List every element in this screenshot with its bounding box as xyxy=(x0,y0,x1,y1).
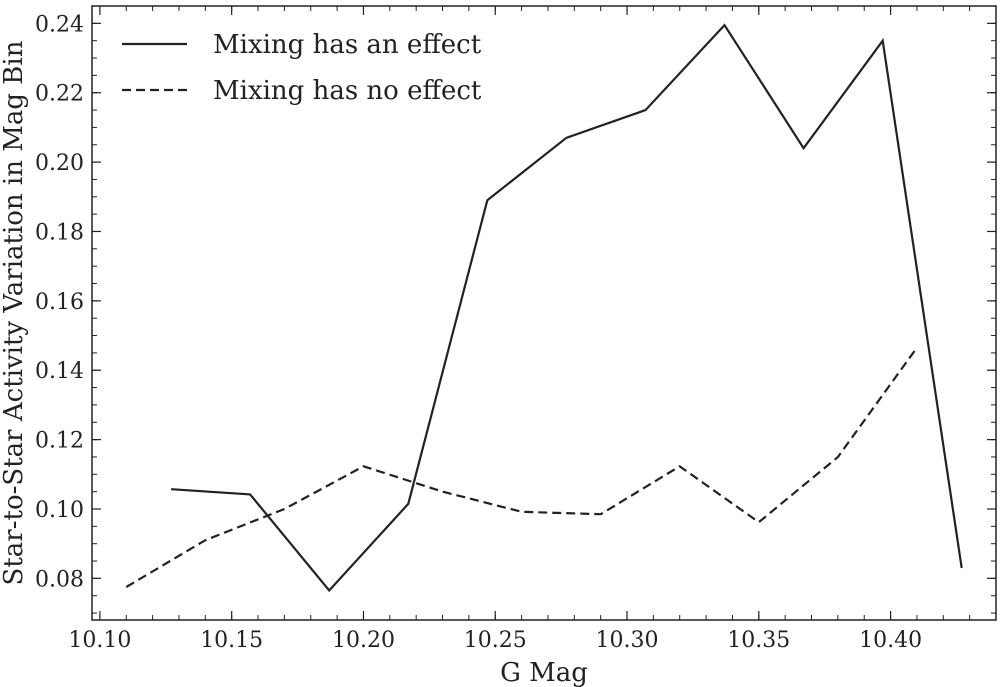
x-tick-label: 10.40 xyxy=(859,628,922,653)
x-tick-label: 10.20 xyxy=(332,628,395,653)
x-tick-label: 10.35 xyxy=(727,628,790,653)
y-axis-ticks: 0.08 0.10 0.12 0.14 0.16 0.18 0.20 0.22 0.24 xyxy=(35,12,996,614)
legend-label-1: Mixing has an effect xyxy=(213,30,482,60)
x-tick-label: 10.10 xyxy=(68,628,131,653)
x-tick-label: 10.15 xyxy=(200,628,263,653)
y-tick-label: 0.12 xyxy=(35,429,84,454)
y-tick-label: 0.08 xyxy=(35,567,84,592)
series-layer xyxy=(125,23,963,593)
y-tick-label: 0.10 xyxy=(35,498,84,523)
x-axis-ticks: 10.10 10.15 10.20 10.25 10.30 10.35 10.40 xyxy=(68,6,997,653)
series-line-2 xyxy=(125,347,918,588)
y-tick-label: 0.14 xyxy=(35,359,84,384)
x-tick-label: 10.30 xyxy=(596,628,659,653)
y-tick-label: 0.16 xyxy=(35,290,84,315)
y-tick-label: 0.20 xyxy=(35,151,84,176)
y-tick-label: 0.18 xyxy=(35,220,84,245)
legend-label-2: Mixing has no effect xyxy=(213,76,482,106)
x-tick-label: 10.25 xyxy=(464,628,527,653)
y-tick-label: 0.22 xyxy=(35,82,84,107)
y-tick-label: 0.24 xyxy=(35,12,84,37)
axes-frame xyxy=(91,5,997,621)
legend: Mixing has an effect Mixing has no effect xyxy=(122,30,482,106)
y-axis-title: Star-to-Star Activity Variation in Mag B… xyxy=(0,40,29,585)
series-line-1 xyxy=(171,23,963,593)
x-axis-title: G Mag xyxy=(500,658,588,687)
plot-area: 10.10 10.15 10.20 10.25 10.30 10.35 10.40 0.08… xyxy=(35,5,997,653)
